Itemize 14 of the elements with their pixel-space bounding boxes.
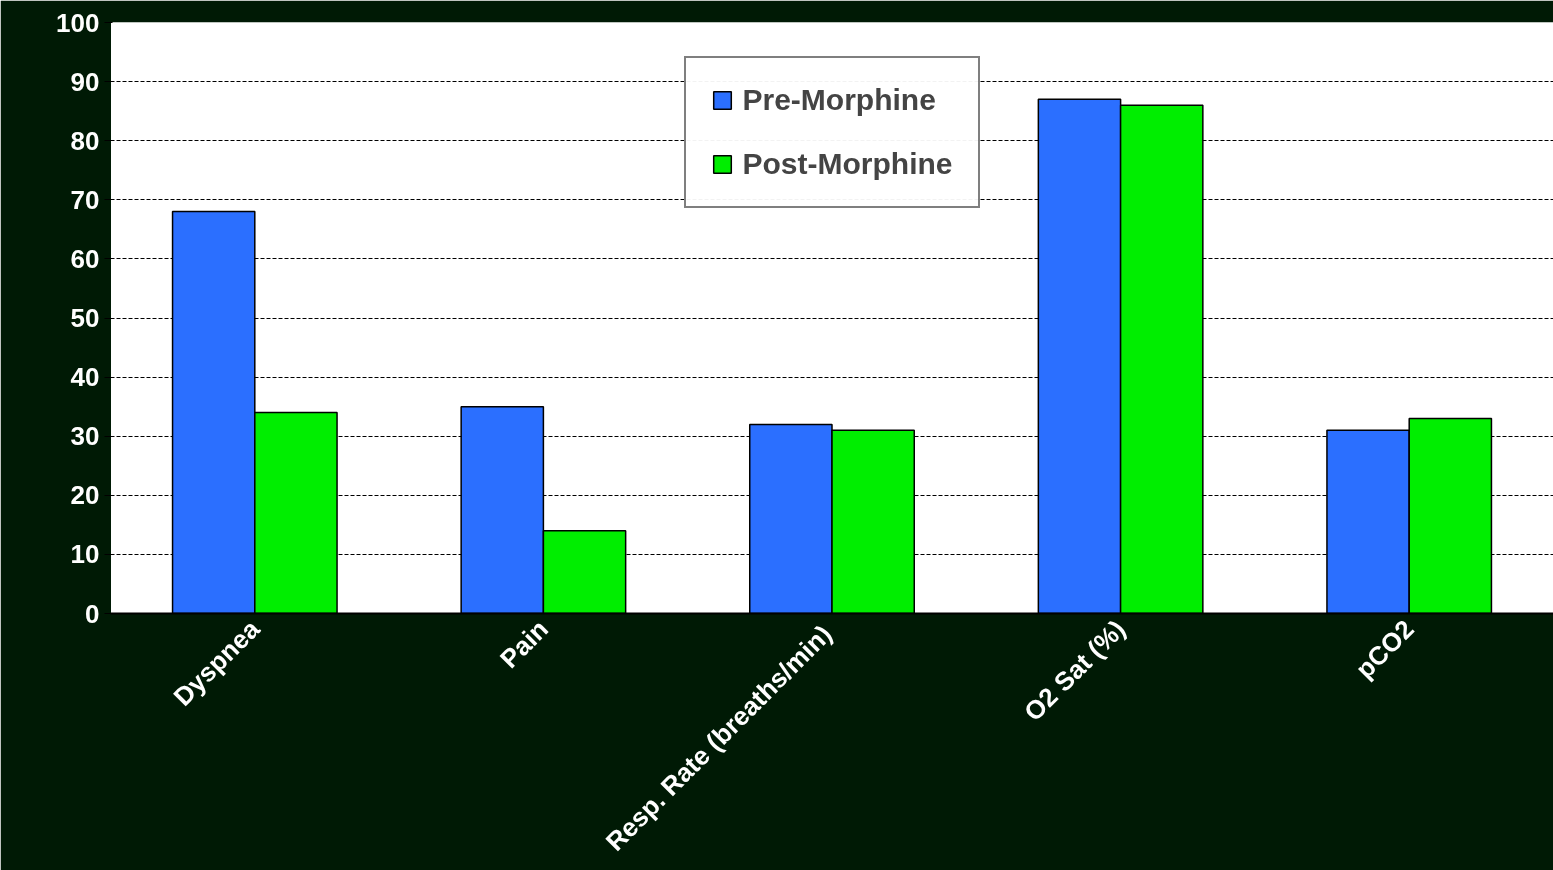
y-tick-label: 90	[70, 66, 100, 97]
y-tick-label: 70	[70, 184, 100, 215]
legend-label: Post-Morphine	[742, 147, 953, 181]
y-tick-label: 0	[85, 598, 100, 629]
y-tick-label: 40	[70, 362, 100, 393]
y-tick-label: 50	[70, 303, 100, 333]
y-tick-label: 30	[70, 421, 100, 452]
y-tick-label: 60	[70, 243, 100, 274]
y-tick-label: 20	[70, 480, 100, 511]
x-tick-label: O2 Sat (%)	[1018, 613, 1132, 728]
legend-label: Pre-Morphine	[742, 83, 936, 117]
y-tick-label: 100	[56, 7, 100, 38]
y-tick-label: 10	[70, 539, 100, 570]
y-tick-label: 80	[70, 125, 100, 156]
